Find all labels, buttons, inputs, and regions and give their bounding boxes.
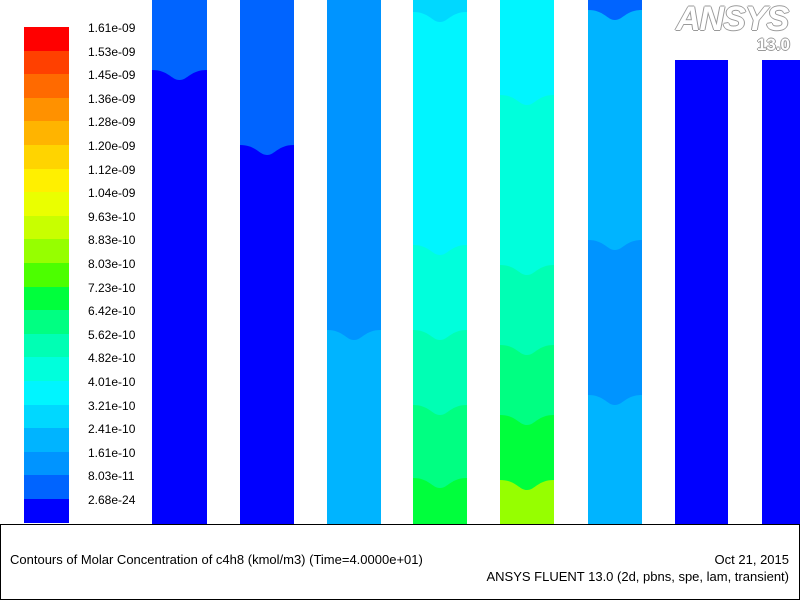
legend-swatch bbox=[24, 239, 69, 264]
contour-band bbox=[152, 0, 207, 80]
contour-band bbox=[152, 70, 207, 525]
legend-tick-label: 4.01e-10 bbox=[88, 375, 136, 389]
contour-band bbox=[500, 265, 554, 355]
contour-column bbox=[500, 0, 554, 525]
legend-swatch bbox=[24, 475, 69, 500]
contour-band bbox=[240, 0, 294, 155]
legend-swatch bbox=[24, 215, 69, 240]
legend-tick-label: 1.45e-09 bbox=[88, 68, 136, 83]
contour-band bbox=[413, 405, 467, 488]
legend-tick-label: 1.20e-09 bbox=[88, 139, 136, 153]
legend-swatch bbox=[24, 333, 69, 358]
legend-tick-label: 2.41e-10 bbox=[88, 422, 136, 437]
legend-tick-label: 8.83e-10 bbox=[88, 233, 136, 248]
contour-band bbox=[500, 95, 554, 275]
contour-band bbox=[588, 10, 642, 250]
legend-swatch bbox=[24, 357, 69, 382]
legend-swatch bbox=[24, 286, 69, 311]
legend-swatch bbox=[24, 121, 69, 146]
contour-band bbox=[413, 478, 467, 525]
contour-column bbox=[675, 60, 728, 525]
legend-swatch bbox=[24, 50, 69, 75]
contour-band bbox=[500, 0, 554, 105]
legend-tick-label: 1.28e-09 bbox=[88, 115, 136, 130]
legend-swatch bbox=[24, 145, 69, 170]
caption-box: Contours of Molar Concentration of c4h8 … bbox=[0, 524, 800, 600]
legend-swatch bbox=[24, 168, 69, 193]
legend-tick-label: 1.04e-09 bbox=[88, 186, 136, 201]
contour-band bbox=[500, 345, 554, 425]
contour-band bbox=[327, 330, 381, 525]
contour-band bbox=[675, 60, 728, 525]
legend-tick-label: 8.03e-11 bbox=[88, 469, 135, 484]
plot-date: Oct 21, 2015 bbox=[714, 552, 789, 567]
legend-swatch bbox=[24, 74, 69, 99]
legend-tick-label: 1.12e-09 bbox=[88, 162, 136, 177]
contour-band bbox=[500, 415, 554, 490]
color-legend: 1.61e-09 1.53e-09 1.45e-09 1.36e-09 1.28e-09… bbox=[0, 0, 150, 525]
contour-band bbox=[413, 12, 467, 255]
contour-column bbox=[240, 0, 294, 525]
plot-title: Contours of Molar Concentration of c4h8 … bbox=[10, 552, 423, 567]
legend-swatch bbox=[24, 310, 69, 335]
legend-tick-label: 6.42e-10 bbox=[88, 304, 136, 319]
legend-tick-label: 1.61e-10 bbox=[88, 445, 136, 460]
legend-tick-label: 7.23e-10 bbox=[88, 280, 136, 295]
solver-info: ANSYS FLUENT 13.0 (2d, pbns, spe, lam, t… bbox=[486, 569, 789, 584]
contour-band bbox=[327, 0, 381, 340]
legend-tick-label: 4.82e-10 bbox=[88, 351, 136, 366]
legend-swatch bbox=[24, 428, 69, 453]
legend-tick-label: 3.21e-10 bbox=[88, 398, 136, 413]
ansys-logo: ANSYS 13.0 bbox=[676, 2, 796, 58]
contour-column bbox=[152, 0, 207, 525]
logo-brand: ANSYS bbox=[676, 0, 789, 38]
legend-swatch bbox=[24, 192, 69, 217]
contour-plot bbox=[152, 0, 800, 525]
legend-tick-label: 5.62e-10 bbox=[88, 327, 136, 342]
legend-tick-label: 1.36e-09 bbox=[88, 91, 136, 106]
contour-band bbox=[588, 240, 642, 405]
legend-tick-label: 2.68e-24 bbox=[88, 493, 136, 507]
contour-band bbox=[413, 330, 467, 415]
legend-swatch bbox=[24, 404, 69, 429]
contour-band bbox=[240, 145, 294, 525]
contour-band bbox=[500, 480, 554, 525]
legend-tick-label: 1.53e-09 bbox=[88, 44, 136, 59]
legend-swatch bbox=[24, 263, 69, 288]
legend-swatch bbox=[24, 381, 69, 406]
legend-tick-label: 9.63e-10 bbox=[88, 209, 136, 224]
legend-tick-label: 8.03e-10 bbox=[88, 257, 136, 271]
contour-column bbox=[588, 0, 642, 525]
contour-column bbox=[327, 0, 381, 525]
legend-swatch bbox=[24, 451, 69, 476]
contour-column bbox=[762, 60, 800, 525]
legend-swatch bbox=[24, 97, 69, 122]
contour-column bbox=[413, 0, 467, 525]
legend-swatch bbox=[24, 499, 69, 524]
contour-band bbox=[413, 245, 467, 340]
legend-tick-label: 1.61e-09 bbox=[88, 21, 136, 35]
logo-version: 13.0 bbox=[756, 35, 790, 54]
legend-swatch bbox=[24, 27, 69, 52]
contour-band bbox=[588, 395, 642, 525]
contour-band bbox=[762, 60, 800, 525]
